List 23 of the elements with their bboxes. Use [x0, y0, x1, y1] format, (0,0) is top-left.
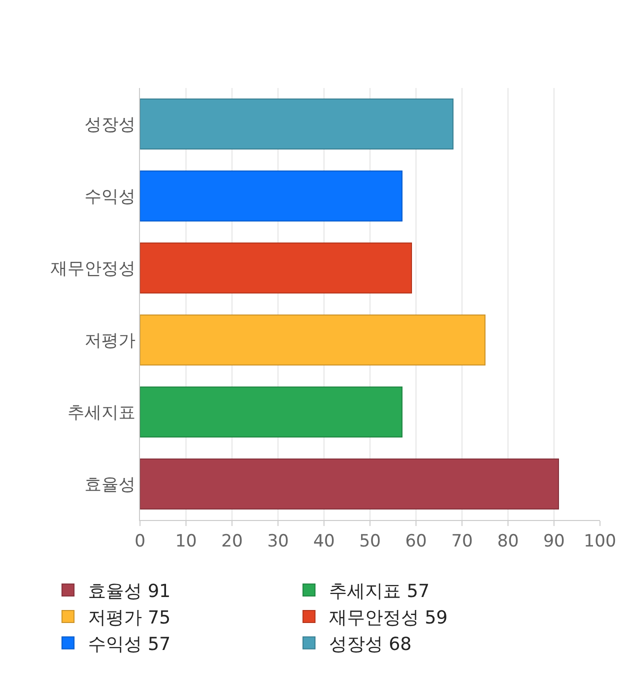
legend-label: 저평가 75: [88, 607, 171, 628]
legend-label: 재무안정성 59: [329, 607, 448, 628]
x-tick-label: 20: [221, 531, 243, 552]
legend-label: 효율성 91: [88, 581, 171, 602]
x-tick-label: 90: [543, 531, 565, 552]
x-tick-label: 100: [584, 531, 616, 552]
x-tick-label: 50: [359, 531, 381, 552]
x-tick-label: 40: [313, 531, 335, 552]
y-tick-label: 저평가: [84, 330, 136, 351]
y-tick-label: 수익성: [84, 186, 136, 207]
y-tick-label: 추세지표: [68, 402, 136, 423]
y-tick-label: 효율성: [84, 474, 136, 495]
legend-label: 성장성 68: [329, 634, 412, 655]
y-tick-label: 성장성: [84, 114, 136, 135]
x-tick-label: 80: [497, 531, 519, 552]
legend-label: 수익성 57: [88, 634, 171, 655]
x-tick-label: 0: [134, 531, 146, 552]
x-tick-label: 10: [175, 531, 197, 552]
x-tick-label: 70: [451, 531, 473, 552]
legend-label: 추세지표 57: [329, 581, 430, 602]
x-tick-label: 60: [405, 531, 427, 552]
y-tick-label: 재무안정성: [50, 258, 136, 279]
x-tick-label: 30: [267, 531, 289, 552]
